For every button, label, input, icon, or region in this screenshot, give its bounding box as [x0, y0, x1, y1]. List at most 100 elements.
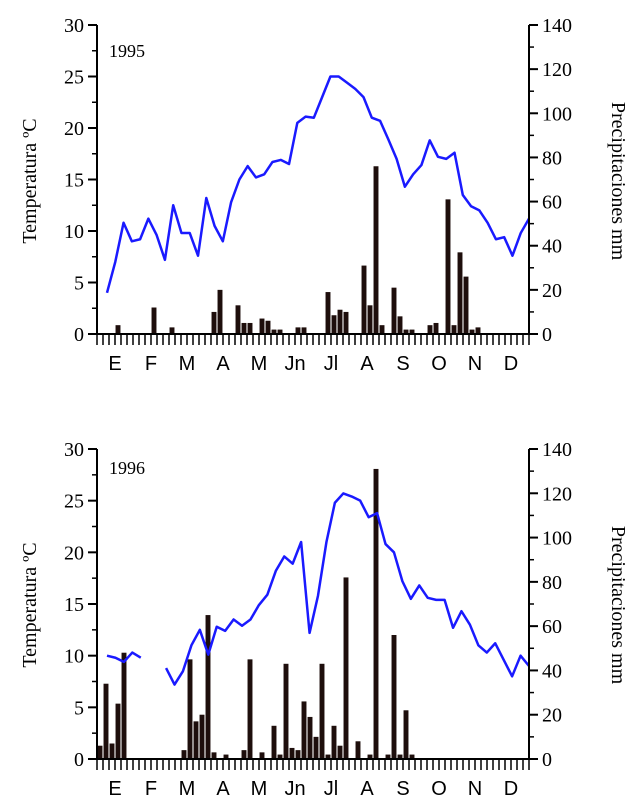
temperature-line	[106, 651, 142, 664]
precip-bar	[205, 615, 211, 759]
precip-bar	[181, 750, 187, 759]
precip-bar	[247, 322, 253, 334]
precip-bar	[301, 701, 307, 759]
precip-bar	[337, 309, 343, 334]
right-tick-label: 140	[542, 439, 572, 461]
left-tick-label: 25	[64, 67, 84, 89]
precip-bar	[313, 736, 319, 759]
left-axis-label: Temperatura ºC	[19, 542, 41, 667]
right-tick-label: 20	[542, 705, 562, 727]
precip-bar	[325, 292, 331, 334]
precip-bar	[403, 710, 409, 759]
precip-bar	[211, 311, 217, 334]
month-label: S	[396, 778, 409, 800]
month-label: Jn	[284, 778, 305, 800]
right-tick-label: 120	[542, 483, 572, 505]
precip-bar	[277, 329, 283, 334]
chart-1996: 1996 Temperatura ºC Precipitaciones mm 0…	[19, 439, 629, 800]
month-label: N	[468, 353, 482, 375]
precip-bar	[103, 683, 109, 759]
month-label: A	[360, 353, 374, 375]
right-axis-label: Precipitaciones mm	[607, 102, 629, 261]
right-tick-label: 40	[542, 660, 562, 682]
left-tick-label: 30	[64, 439, 84, 461]
precip-bar	[409, 754, 415, 759]
precip-bar	[301, 327, 307, 334]
right-tick-label: 140	[542, 15, 572, 37]
right-tick-label: 0	[542, 749, 552, 771]
precip-bar	[199, 714, 205, 759]
right-tick-label: 60	[542, 192, 562, 214]
precip-bar	[241, 322, 247, 334]
precip-bar	[235, 305, 241, 334]
precip-bar	[259, 752, 265, 759]
precip-bar	[433, 322, 439, 334]
month-label: E	[108, 778, 121, 800]
precip-bar	[121, 652, 127, 759]
precip-bar	[223, 754, 229, 759]
precip-bar	[367, 754, 373, 759]
precip-bar	[187, 659, 193, 759]
precip-bar	[331, 725, 337, 759]
precip-bar	[343, 577, 349, 759]
precip-bar	[373, 166, 379, 334]
precip-bar	[373, 468, 379, 759]
month-label: M	[179, 353, 196, 375]
month-label: M	[251, 353, 268, 375]
precip-bar	[271, 329, 277, 334]
left-tick-label: 15	[64, 594, 84, 616]
month-label: A	[360, 778, 374, 800]
left-tick-label: 30	[64, 15, 84, 37]
precip-bar	[307, 716, 313, 759]
precip-bar	[391, 635, 397, 759]
precip-bar	[463, 276, 469, 334]
right-tick-label: 100	[542, 103, 572, 125]
year-label: 1995	[109, 41, 145, 61]
left-tick-label: 10	[64, 221, 84, 243]
month-label: A	[216, 353, 230, 375]
right-tick-label: 40	[542, 236, 562, 258]
right-tick-label: 0	[542, 324, 552, 346]
month-label: F	[145, 353, 157, 375]
precip-bar	[319, 663, 325, 759]
precip-bar	[469, 329, 475, 334]
precip-bar	[445, 199, 451, 334]
month-label: Jn	[284, 353, 305, 375]
precip-bar	[109, 743, 115, 759]
precip-bar	[295, 327, 301, 334]
month-label: M	[251, 778, 268, 800]
precip-bar	[343, 311, 349, 334]
precip-bar	[115, 703, 121, 759]
precip-bar	[277, 754, 283, 759]
precip-bar	[361, 265, 367, 334]
precip-bar	[379, 325, 385, 334]
precip-bar	[97, 745, 103, 759]
precip-bar	[259, 318, 265, 334]
precip-bar	[331, 315, 337, 334]
temperature-line	[164, 492, 530, 686]
precip-bar	[217, 289, 223, 334]
month-label: Jl	[324, 353, 338, 375]
month-label: N	[468, 778, 482, 800]
right-tick-label: 80	[542, 572, 562, 594]
year-label: 1996	[109, 458, 145, 478]
temperature-line	[105, 75, 531, 294]
left-tick-label: 5	[74, 697, 84, 719]
precip-bar	[397, 316, 403, 334]
precip-bar	[337, 745, 343, 759]
precip-bar	[427, 325, 433, 334]
precip-bar	[457, 252, 463, 334]
precip-bar	[391, 287, 397, 334]
precip-bar	[403, 329, 409, 334]
right-tick-label: 80	[542, 147, 562, 169]
month-label: O	[431, 353, 447, 375]
precip-bar	[247, 659, 253, 759]
precip-bar	[211, 752, 217, 759]
right-axis-label: Precipitaciones mm	[607, 526, 629, 685]
precip-bar	[271, 725, 277, 759]
right-tick-label: 20	[542, 280, 562, 302]
left-tick-label: 5	[74, 273, 84, 295]
precip-bar	[451, 325, 457, 334]
left-tick-label: 0	[74, 324, 84, 346]
